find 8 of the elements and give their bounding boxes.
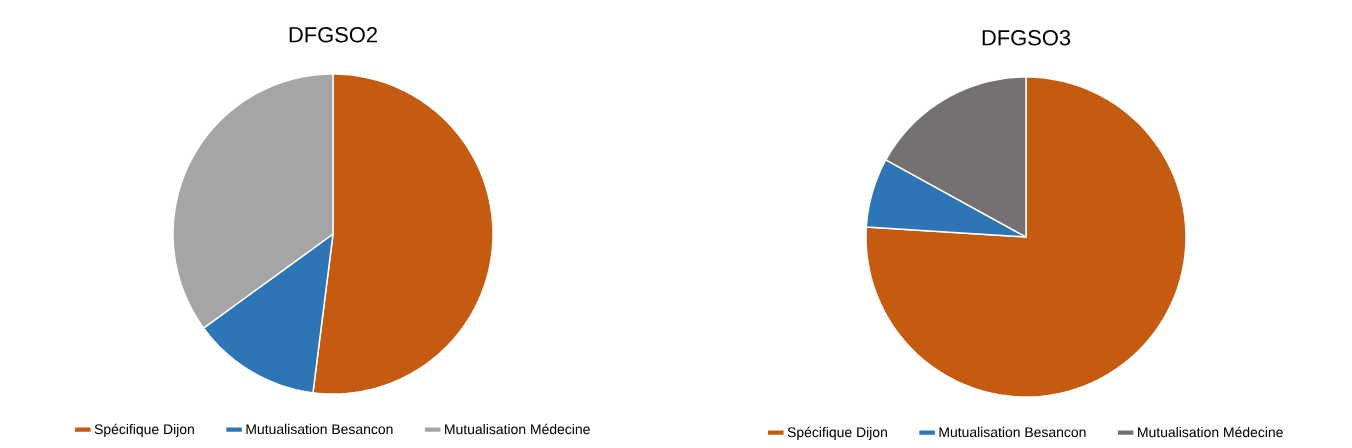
chart-title: DFGSO3 [982, 29, 1071, 46]
chart-title: DFGSO2 [289, 26, 377, 43]
legend-label: Mutualisation Besancon [939, 426, 1086, 438]
legend-label: Spécifique Dijon [787, 426, 887, 440]
legend-label: Spécifique Dijon [94, 423, 194, 437]
legend-label: Mutualisation Médecine [445, 423, 590, 435]
legend-label: Mutualisation Besancon [246, 423, 393, 435]
legend-label: Mutualisation Médecine [1138, 426, 1283, 438]
